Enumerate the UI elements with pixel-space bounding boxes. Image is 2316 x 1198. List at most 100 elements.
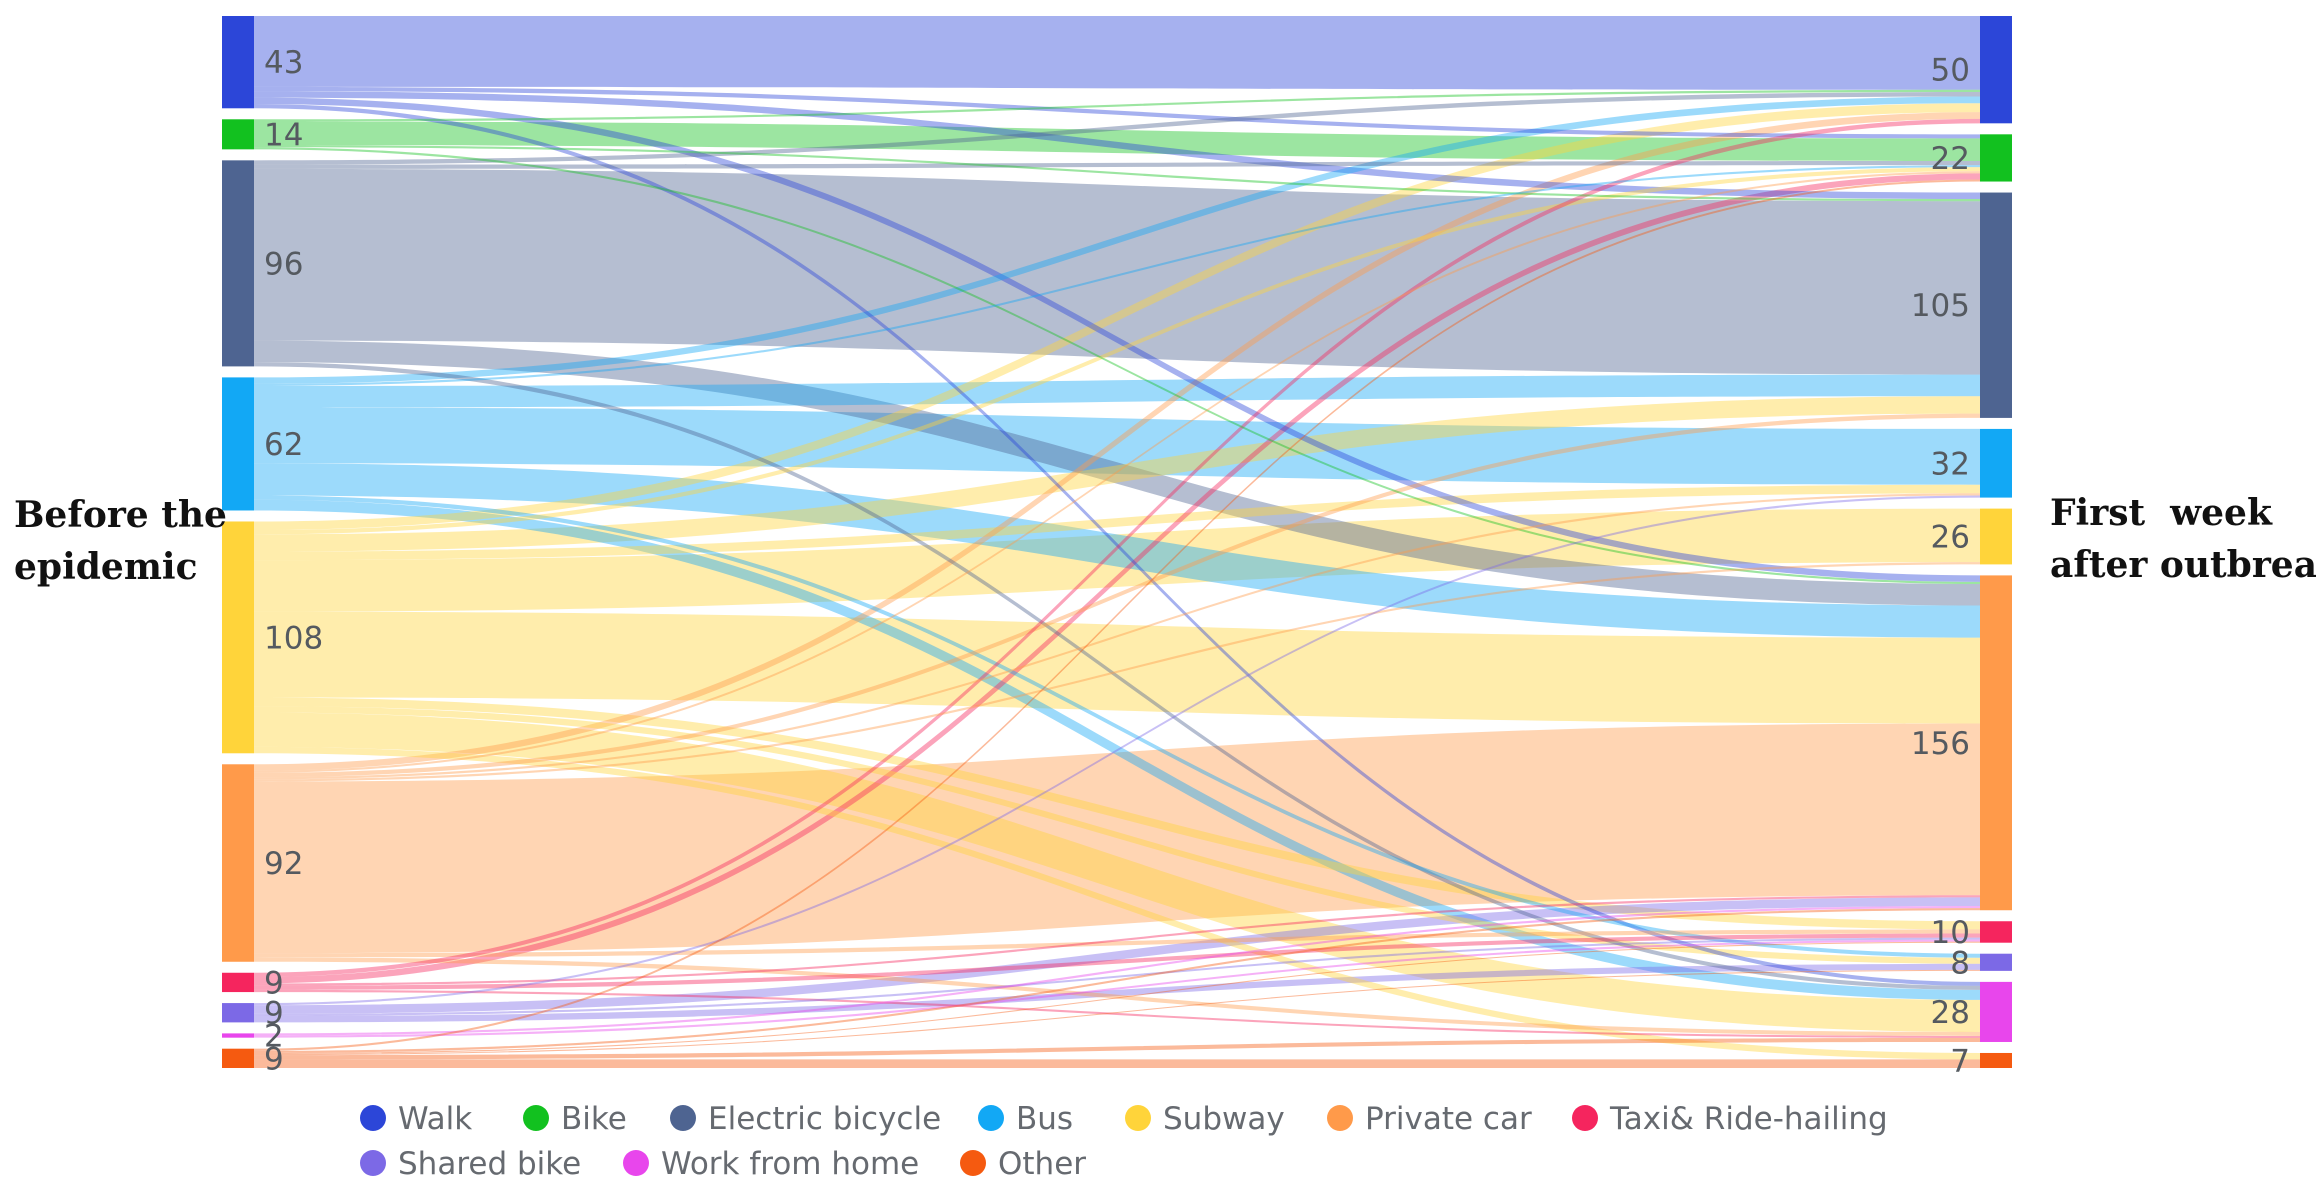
flow-bus-to-electric-bicycle	[254, 374, 1980, 408]
left-value-electric-bicycle: 96	[264, 246, 303, 282]
flow-taxi-ride-hailing-to-taxi-ride-hailing	[254, 933, 1980, 990]
right-value-bus: 32	[1931, 446, 1970, 482]
flow-walk-to-private-car	[254, 97, 1980, 582]
flow-electric-bicycle-to-walk	[254, 92, 1980, 165]
legend-label-subway: Subway	[1163, 1101, 1285, 1137]
right-bar-taxi-ride-hailing	[1980, 921, 2012, 943]
flow-subway-to-subway	[254, 508, 1980, 612]
right-bar-bus	[1980, 428, 2012, 498]
legend-label-private-car: Private car	[1365, 1101, 1532, 1137]
category-bars	[222, 16, 2012, 1068]
left-value-bike: 14	[264, 117, 303, 153]
flow-taxi-ride-hailing-to-bike	[254, 173, 1980, 984]
flow-subway-to-shared-bike	[254, 706, 1980, 964]
right-value-shared-bike: 8	[1950, 945, 1970, 981]
flow-walk-to-work-from-home	[254, 104, 1980, 986]
legend: Walk Bike Electric bicycle Bus Subway Private…	[360, 1101, 1888, 1182]
left-value-taxi-ride-hailing: 9	[264, 965, 284, 1001]
flow-bus-to-shared-bike	[254, 495, 1980, 958]
flow-links	[254, 16, 1980, 1068]
legend-label-shared-bike: Shared bike	[398, 1146, 581, 1182]
right-value-bike: 22	[1931, 141, 1970, 177]
right-bar-bike	[1980, 134, 2012, 182]
left-value-shared-bike: 9	[264, 996, 284, 1032]
legend-label-other: Other	[998, 1146, 1086, 1182]
flow-private-car-to-subway	[254, 562, 1980, 782]
right-value-walk: 50	[1931, 53, 1970, 89]
flow-subway-to-electric-bicycle	[254, 396, 1980, 552]
flow-private-car-to-bus	[254, 493, 1980, 780]
flow-private-car-to-walk	[254, 112, 1980, 771]
flow-electric-bicycle-to-work-from-home	[254, 362, 1980, 990]
flow-taxi-ride-hailing-to-work-from-home	[254, 989, 1980, 1038]
left-value-bus: 62	[264, 427, 303, 463]
flow-private-car-to-electric-bicycle	[254, 413, 1980, 778]
right-bar-electric-bicycle	[1980, 192, 2012, 418]
left-bar-shared-bike	[222, 1003, 254, 1023]
left-bar-taxi-ride-hailing	[222, 972, 254, 993]
flow-subway-to-taxi-ride-hailing	[254, 697, 1980, 930]
flow-other-to-private-car	[254, 908, 1980, 1053]
left-bar-walk	[222, 16, 254, 109]
right-value-private-car: 156	[1911, 726, 1970, 762]
legend-swatch-electric-bicycle	[670, 1105, 696, 1131]
flow-walk-to-electric-bicycle	[254, 91, 1980, 200]
legend-swatch-shared-bike	[360, 1150, 386, 1176]
legend-swatch-taxi-ride-hailing	[1572, 1105, 1598, 1131]
right-value-electric-bicycle: 105	[1911, 288, 1970, 324]
flow-taxi-ride-hailing-to-private-car	[254, 895, 1980, 986]
flow-electric-bicycle-to-electric-bicycle	[254, 168, 1980, 375]
left-value-walk: 43	[264, 45, 303, 81]
legend-label-work-from-home: Work from home	[661, 1146, 919, 1182]
flow-bike-to-walk	[254, 89, 1980, 122]
left-value-work-from-home: 2	[264, 1019, 284, 1055]
flow-private-car-to-work-from-home	[254, 957, 1980, 1036]
left-axis-title-line-1: Before the	[14, 494, 227, 536]
left-bar-private-car	[222, 764, 254, 962]
left-bar-work-from-home	[222, 1033, 254, 1038]
legend-swatch-walk	[360, 1105, 386, 1131]
left-bar-subway	[222, 521, 254, 754]
flow-bus-to-private-car	[254, 463, 1980, 638]
legend-swatch-other	[960, 1150, 986, 1176]
legend-label-walk: Walk	[398, 1101, 472, 1137]
flow-bike-to-bike	[254, 121, 1980, 162]
flow-subway-to-bike	[254, 167, 1980, 535]
right-axis-title-line-1: First week	[2050, 492, 2273, 534]
flow-subway-to-bus	[254, 484, 1980, 561]
right-bar-work-from-home	[1980, 981, 2012, 1042]
left-value-subway: 108	[264, 620, 323, 656]
flow-walk-to-walk	[254, 16, 1980, 90]
right-axis-title-line-2: after outbreak	[2050, 544, 2316, 586]
flow-work-from-home-to-taxi-ride-hailing	[254, 939, 1980, 1038]
right-value-other: 7	[1950, 1043, 1970, 1079]
left-bar-electric-bicycle	[222, 160, 254, 367]
flow-subway-to-work-from-home	[254, 712, 1980, 1032]
right-bar-other	[1980, 1052, 2012, 1068]
flow-taxi-ride-hailing-to-walk	[254, 118, 1980, 978]
flow-shared-bike-to-taxi-ride-hailing	[254, 937, 1980, 1016]
flow-shared-bike-to-private-car	[254, 897, 1980, 1014]
right-bar-subway	[1980, 508, 2012, 565]
legend-label-electric-bicycle: Electric bicycle	[708, 1101, 941, 1137]
flow-bus-to-bike	[254, 165, 1980, 386]
right-bar-walk	[1980, 16, 2012, 124]
flow-private-car-to-bike	[254, 171, 1980, 773]
flow-electric-bicycle-to-bike	[254, 161, 1980, 169]
flow-private-car-to-taxi-ride-hailing	[254, 929, 1980, 958]
flow-electric-bicycle-to-private-car	[254, 340, 1980, 606]
left-bar-bike	[222, 119, 254, 150]
left-value-private-car: 92	[264, 846, 303, 882]
left-axis-title-line-2: epidemic	[14, 546, 198, 588]
left-value-other: 9	[264, 1041, 284, 1077]
flow-bike-to-private-car	[254, 147, 1980, 584]
right-bar-shared-bike	[1980, 953, 2012, 971]
right-value-subway: 26	[1931, 520, 1970, 556]
flow-other-to-bike	[254, 179, 1980, 1051]
flow-bus-to-work-from-home	[254, 499, 1980, 1000]
right-value-work-from-home: 28	[1931, 995, 1970, 1031]
right-bar-private-car	[1980, 575, 2012, 911]
legend-swatch-private-car	[1327, 1105, 1353, 1131]
legend-label-taxi-ride-hailing: Taxi& Ride-hailing	[1609, 1101, 1888, 1137]
left-bar-other	[222, 1048, 254, 1068]
